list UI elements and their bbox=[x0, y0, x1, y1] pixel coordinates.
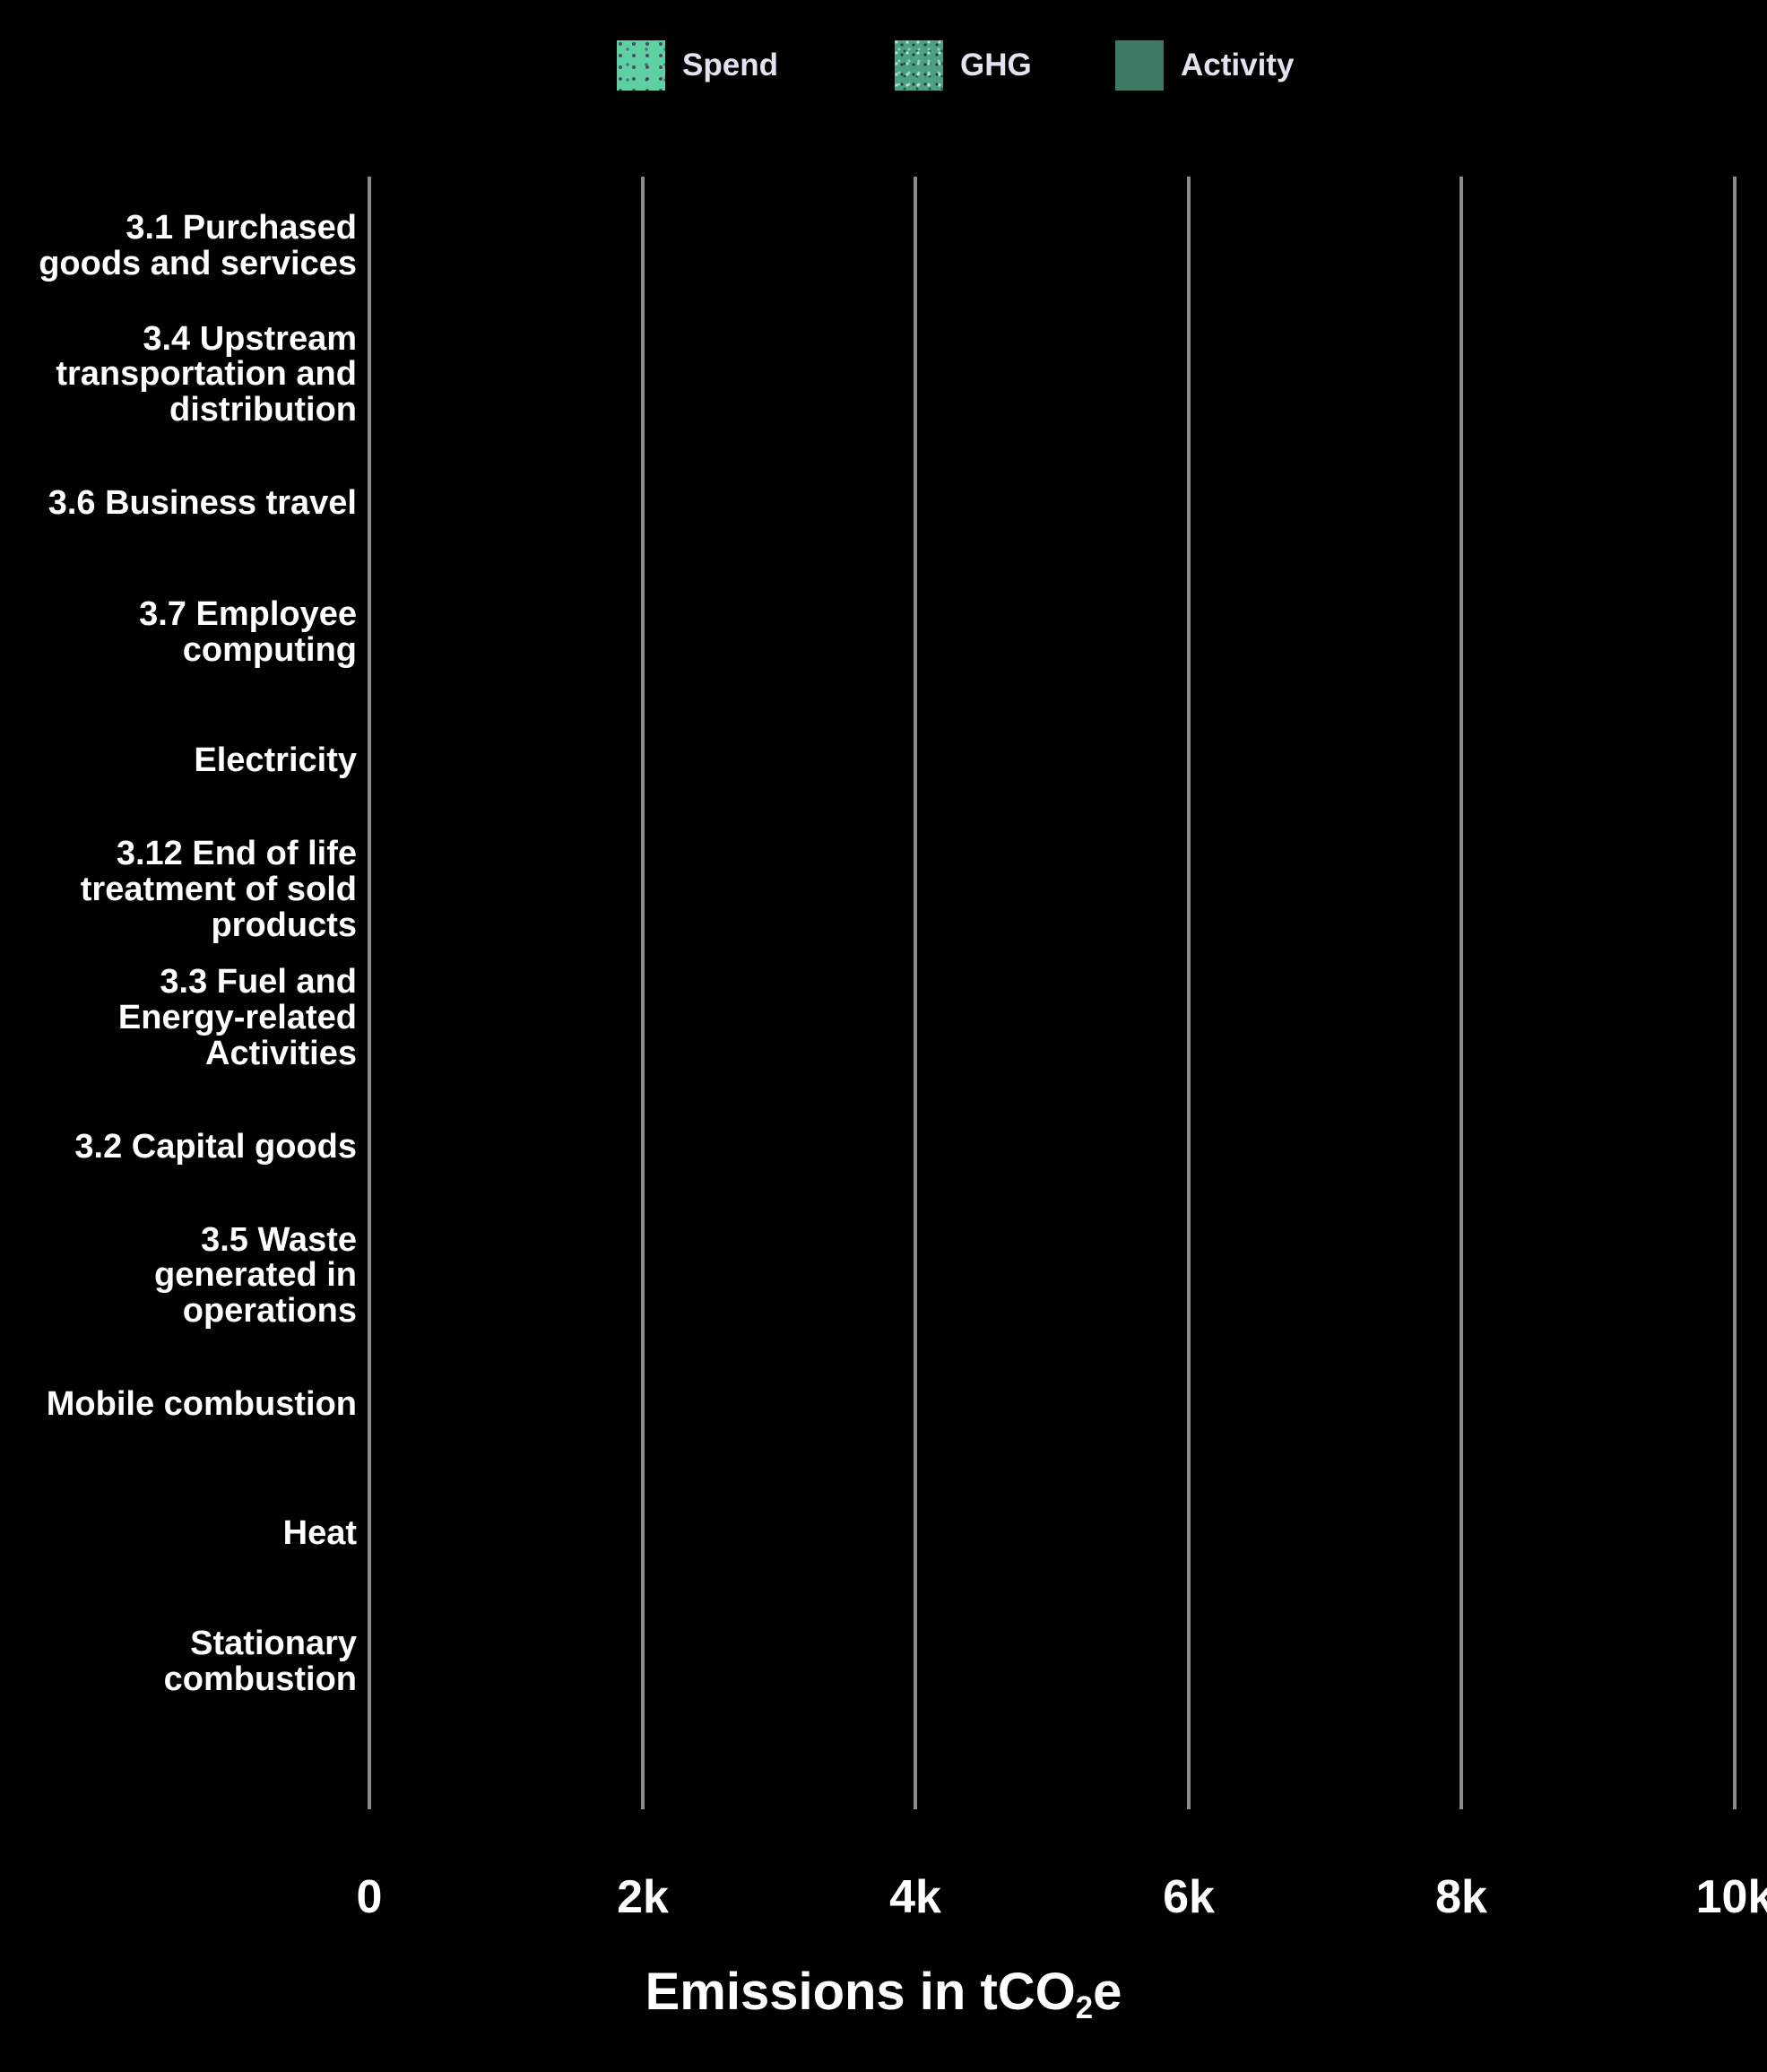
legend-item-spend[interactable]: Spend bbox=[617, 40, 778, 91]
category-label: 3.12 End of life treatment of sold produ… bbox=[80, 834, 357, 944]
x-tick-label: 4k bbox=[889, 1871, 941, 1923]
category-label: 3.5 Waste generated in operations bbox=[154, 1220, 357, 1331]
legend-label-spend: Spend bbox=[682, 48, 778, 82]
category-label: 3.4 Upstream transportation and distribu… bbox=[56, 319, 357, 429]
gridline bbox=[1187, 177, 1191, 1809]
category-label: 3.3 Fuel and Energy-related Activities bbox=[117, 963, 357, 1073]
category-label: Mobile combustion bbox=[46, 1385, 357, 1424]
gridline bbox=[641, 177, 645, 1809]
category-label: Heat bbox=[282, 1513, 357, 1552]
x-tick-label: 2k bbox=[617, 1871, 669, 1923]
x-tick-label: 6k bbox=[1163, 1871, 1215, 1923]
legend-item-ghg[interactable]: GHG bbox=[895, 40, 1032, 91]
gridline bbox=[914, 177, 917, 1809]
legend-swatch-ghg bbox=[895, 40, 943, 91]
legend: Spend GHG Activity bbox=[0, 40, 1767, 91]
bars-layer bbox=[369, 177, 1737, 1809]
category-label: 3.7 Employee computing bbox=[139, 594, 357, 669]
legend-label-activity: Activity bbox=[1181, 48, 1295, 82]
x-axis-title-suffix: e bbox=[1093, 1963, 1122, 2021]
gridline bbox=[368, 177, 371, 1809]
x-axis-title-prefix: Emissions in tCO bbox=[645, 1963, 1076, 2021]
legend-swatch-activity bbox=[1115, 40, 1164, 91]
x-axis-title: Emissions in tCO2e bbox=[0, 1962, 1767, 2025]
category-axis: 3.1 Purchased goods and services 3.4 Ups… bbox=[0, 182, 357, 1727]
x-axis-title-subscript: 2 bbox=[1075, 1990, 1094, 2025]
gridline bbox=[1733, 177, 1737, 1809]
category-label: 3.6 Business travel bbox=[48, 484, 357, 522]
legend-item-activity[interactable]: Activity bbox=[1115, 40, 1294, 91]
category-label: Stationary combustion bbox=[163, 1625, 357, 1699]
x-tick-label: 8k bbox=[1435, 1871, 1487, 1923]
category-label: Electricity bbox=[194, 741, 357, 780]
x-tick-label: 0 bbox=[356, 1871, 383, 1923]
legend-swatch-spend bbox=[617, 40, 665, 91]
plot-area bbox=[368, 177, 1737, 1809]
x-tick-label: 10k bbox=[1695, 1871, 1767, 1923]
category-label: 3.2 Capital goods bbox=[74, 1127, 357, 1166]
x-axis-ticks: 0 2k 4k 6k 8k 10k bbox=[357, 1870, 1767, 1928]
category-label: 3.1 Purchased goods and services bbox=[39, 208, 357, 282]
gridline bbox=[1460, 177, 1463, 1809]
legend-label-ghg: GHG bbox=[960, 48, 1032, 82]
